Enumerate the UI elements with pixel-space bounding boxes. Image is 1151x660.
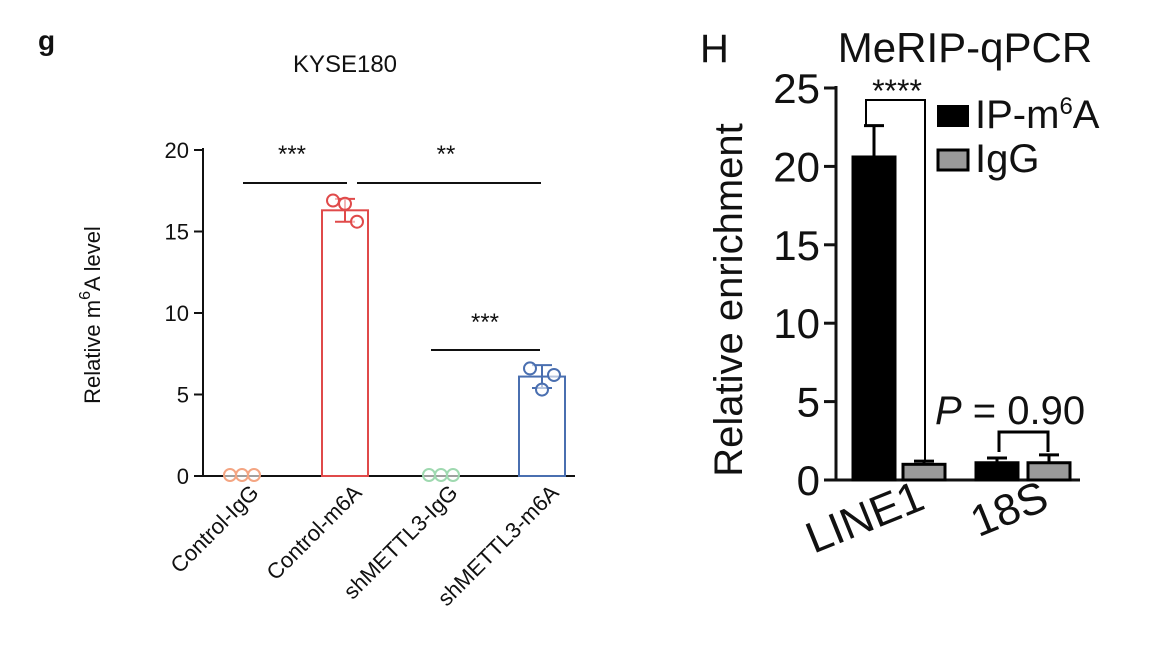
- chart-title-merip-qpcr: MeRIP-qPCR: [838, 24, 1092, 71]
- significance-label-shmettl3: ***: [471, 309, 499, 336]
- y-tick-label-h-15: 15: [773, 222, 820, 269]
- significance-label-line1: ****: [872, 73, 922, 109]
- bar-control-m6a: [321, 209, 369, 477]
- x-tick-label-control-igg: Control-IgG: [165, 480, 263, 578]
- data-point-control-igg-1: [223, 468, 237, 482]
- chart-title-kyse180: KYSE180: [293, 51, 397, 78]
- panel-label-g: g: [38, 25, 55, 56]
- data-point-control-m6a-1: [326, 193, 340, 208]
- data-point-control-m6a-2: [338, 196, 352, 211]
- data-point-shmettl3-igg-1: [422, 468, 436, 482]
- bar-ip-m6a-line1: [851, 155, 897, 482]
- legend-label-igg: IgG: [975, 137, 1039, 181]
- legend-label-ip-m6a: IP-m6A: [975, 93, 1100, 137]
- significance-label-cross: **: [437, 141, 456, 168]
- data-point-shmettl3-igg-3: [446, 468, 460, 482]
- y-axis-label-relative-enrichment: Relative enrichment: [707, 123, 751, 477]
- data-point-control-igg-3: [247, 468, 261, 482]
- y-tick-label-h-10: 10: [773, 300, 820, 347]
- panel-label-h: H: [700, 27, 729, 71]
- legend-ip-sup: 6: [1059, 93, 1072, 120]
- y-tick-label-15: 15: [165, 220, 189, 245]
- legend-swatch-ip-m6a: [937, 105, 969, 127]
- y-tick-label-h-5: 5: [797, 379, 820, 426]
- data-point-shmettl3-m6a-2: [535, 382, 549, 397]
- data-point-control-m6a-3: [350, 214, 364, 229]
- data-point-control-igg-2: [235, 468, 249, 482]
- y-tick-label-h-0: 0: [797, 457, 820, 504]
- y-tick-label-5: 5: [177, 383, 189, 408]
- p-value-italic: P: [935, 389, 962, 433]
- significance-label-control: ***: [278, 141, 306, 168]
- legend-ip-main: IP-m: [975, 93, 1059, 137]
- data-point-shmettl3-m6a-3: [547, 367, 561, 382]
- y-tick-label-h-20: 20: [773, 143, 820, 190]
- x-tick-label-h-18s: 18S: [964, 472, 1055, 547]
- y-tick-label-h-25: 25: [773, 65, 820, 112]
- y-tick-label-20: 20: [165, 138, 189, 163]
- p-value-annotation: P = 0.90: [935, 389, 1085, 433]
- legend-ip-tail: A: [1073, 93, 1100, 137]
- y-axis-label-tail: A level: [80, 226, 105, 291]
- p-value-rest: = 0.90: [962, 389, 1085, 433]
- significance-bracket-18s: [997, 430, 1050, 452]
- data-point-shmettl3-igg-2: [434, 468, 448, 482]
- y-axis-label-main: Relative m: [80, 300, 105, 404]
- y-tick-label-10: 10: [165, 301, 189, 326]
- bar-ip-m6a-18s: [974, 461, 1020, 482]
- legend-swatch-igg: [936, 148, 970, 172]
- y-axis-label-sup: 6: [77, 291, 94, 300]
- left-chart-area: 05101520Control-IgGControl-m6AshMETTL3-I…: [165, 138, 575, 611]
- data-point-shmettl3-m6a-1: [523, 361, 537, 376]
- y-tick-label-0: 0: [177, 464, 189, 489]
- x-tick-label-control-m6a: Control-m6A: [262, 480, 367, 585]
- y-axis-label-m6a-level: Relative m6A level: [77, 226, 105, 404]
- legend: IP-m6A IgG: [936, 93, 1100, 181]
